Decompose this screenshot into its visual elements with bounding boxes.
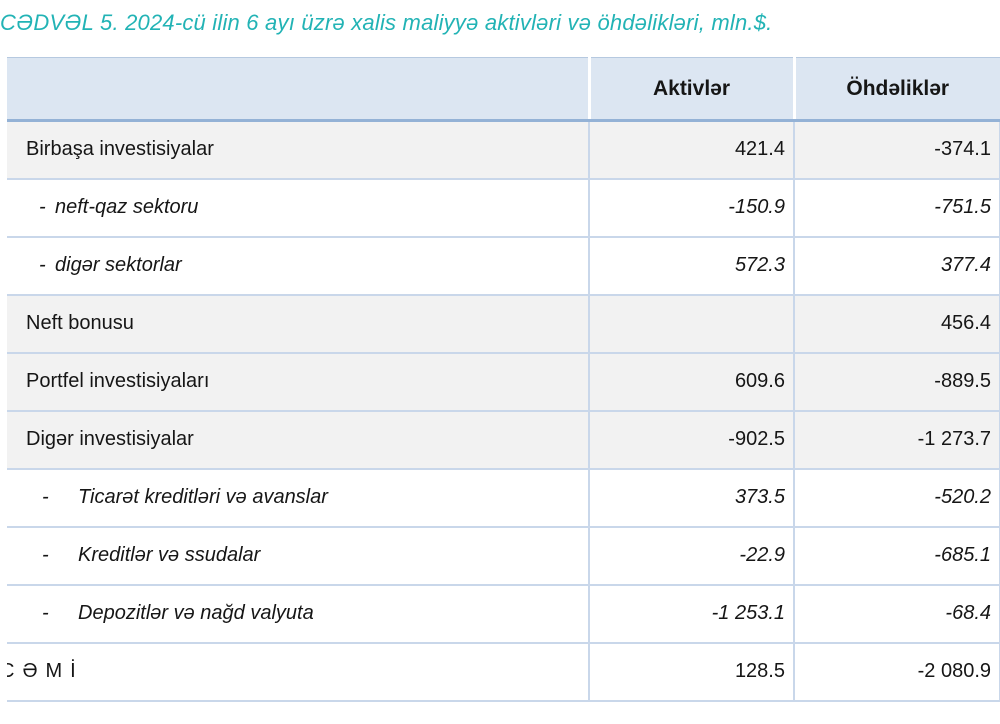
row-label-text: Depozitlər və nağd valyuta bbox=[78, 602, 314, 624]
table-row: CƏMİ 128.5 -2 080.9 bbox=[7, 641, 1000, 702]
col-header-aktivler: Aktivlər bbox=[587, 57, 794, 122]
row-label: Portfel investisiyaları bbox=[7, 351, 590, 412]
table-row: Birbaşa investisiyalar 421.4 -374.1 bbox=[7, 119, 1000, 180]
row-label-text: digər sektorlar bbox=[55, 254, 182, 276]
row-label-text: Digər investisiyalar bbox=[26, 428, 194, 450]
row-label-text: Portfel investisiyaları bbox=[26, 370, 210, 392]
cell-ohdelikler: 377.4 bbox=[793, 235, 1000, 296]
row-label: - neft-qaz sektoru bbox=[7, 177, 590, 238]
cell-aktivler: 128.5 bbox=[588, 641, 795, 702]
row-label: Birbaşa investisiyalar bbox=[7, 119, 590, 180]
cell-ohdelikler: 456.4 bbox=[793, 293, 1000, 354]
cell-aktivler: -1 253.1 bbox=[588, 583, 795, 644]
table-row: Portfel investisiyaları 609.6 -889.5 bbox=[7, 351, 1000, 412]
cell-ohdelikler: -889.5 bbox=[793, 351, 1000, 412]
col-header-ohdelikler: Öhdəliklər bbox=[792, 57, 1000, 122]
table-row: Digər investisiyalar -902.5 -1 273.7 bbox=[7, 409, 1000, 470]
col-header-empty bbox=[7, 57, 589, 122]
cell-ohdelikler: -751.5 bbox=[793, 177, 1000, 238]
row-label: CƏMİ bbox=[7, 641, 590, 702]
cell-aktivler: -150.9 bbox=[588, 177, 795, 238]
cell-aktivler: -22.9 bbox=[588, 525, 795, 586]
row-label-text: Neft bonusu bbox=[26, 312, 134, 334]
data-table: Aktivlər Öhdəliklər Birbaşa investisiyal… bbox=[7, 57, 1000, 702]
row-label: - Ticarət kreditləri və avanslar bbox=[7, 467, 590, 528]
cell-ohdelikler: -2 080.9 bbox=[793, 641, 1000, 702]
cell-ohdelikler: -1 273.7 bbox=[793, 409, 1000, 470]
row-label: - Kreditlər və ssudalar bbox=[7, 525, 590, 586]
row-label: - Depozitlər və nağd valyuta bbox=[7, 583, 590, 644]
cell-aktivler: 373.5 bbox=[588, 467, 795, 528]
dash-bullet: - bbox=[42, 486, 49, 508]
row-label-text: Birbaşa investisiyalar bbox=[26, 138, 214, 161]
cell-aktivler: 609.6 bbox=[588, 351, 795, 412]
table-row: - neft-qaz sektoru -150.9 -751.5 bbox=[7, 177, 1000, 238]
dash-bullet: - bbox=[39, 254, 46, 276]
cell-ohdelikler: -68.4 bbox=[793, 583, 1000, 644]
table-row: - Ticarət kreditləri və avanslar 373.5 -520… bbox=[7, 467, 1000, 528]
cell-aktivler: 572.3 bbox=[588, 235, 795, 296]
cell-ohdelikler: -685.1 bbox=[793, 525, 1000, 586]
cell-ohdelikler: -520.2 bbox=[793, 467, 1000, 528]
table-row: - Depozitlər və nağd valyuta -1 253.1 -68.4 bbox=[7, 583, 1000, 644]
cell-ohdelikler: -374.1 bbox=[793, 119, 1000, 180]
table-body: Birbaşa investisiyalar 421.4 -374.1- neft-q… bbox=[7, 119, 1000, 702]
dash-bullet: - bbox=[42, 544, 49, 566]
row-label-text: neft-qaz sektoru bbox=[55, 196, 199, 218]
row-label-text: CƏMİ bbox=[7, 660, 84, 682]
table-row: - digər sektorlar 572.3 377.4 bbox=[7, 235, 1000, 296]
cell-aktivler: 421.4 bbox=[588, 119, 795, 180]
row-label-text: Ticarət kreditləri və avanslar bbox=[78, 486, 328, 508]
table-caption: CƏDVƏL 5. 2024-cü ilin 6 ayı üzrə xalis … bbox=[0, 10, 773, 35]
table-row: - Kreditlər və ssudalar -22.9 -685.1 bbox=[7, 525, 1000, 586]
dash-bullet: - bbox=[42, 602, 49, 624]
row-label: Digər investisiyalar bbox=[7, 409, 590, 470]
cell-aktivler bbox=[588, 293, 795, 354]
header-row: Aktivlər Öhdəliklər bbox=[7, 57, 1000, 122]
cell-aktivler: -902.5 bbox=[588, 409, 795, 470]
row-label-text: Kreditlər və ssudalar bbox=[78, 544, 261, 566]
row-label: - digər sektorlar bbox=[7, 235, 590, 296]
table-row: Neft bonusu 456.4 bbox=[7, 293, 1000, 354]
dash-bullet: - bbox=[39, 196, 46, 218]
row-label: Neft bonusu bbox=[7, 293, 590, 354]
